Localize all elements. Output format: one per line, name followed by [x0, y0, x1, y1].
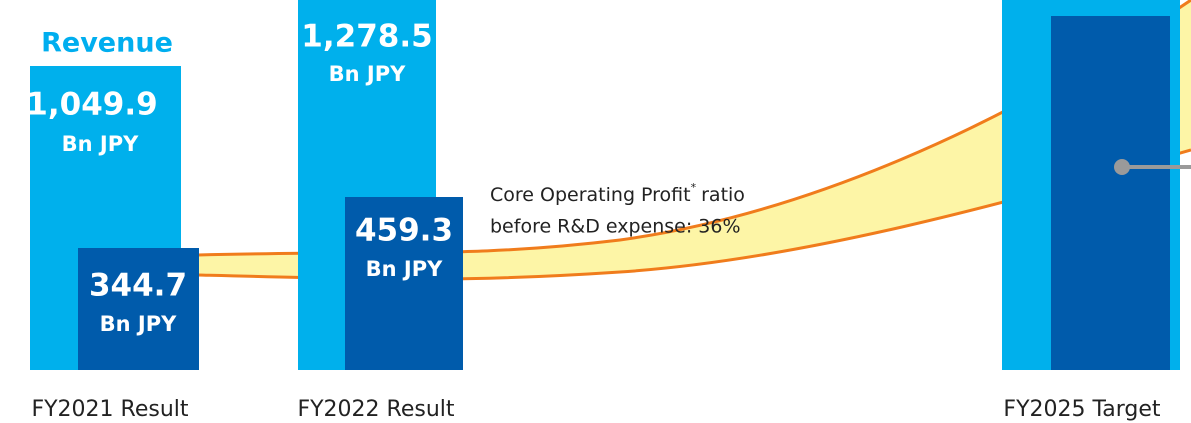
- revenue-unit: Bn JPY: [329, 62, 406, 86]
- leader-dot: [1114, 159, 1130, 175]
- profit-bar: [345, 197, 463, 370]
- column-label: FY2021 Result: [31, 397, 188, 422]
- annotation-text: Core Operating Profit: [490, 184, 691, 206]
- profit-unit: Bn JPY: [366, 257, 443, 281]
- profit-bar: [1051, 16, 1170, 370]
- revenue-value: 1,049.9: [26, 87, 157, 123]
- annotation-text: ratio: [701, 184, 745, 206]
- annotation-line2: before R&D expense: 36%: [490, 216, 741, 238]
- footnote-mark: *: [691, 181, 697, 194]
- column-label: FY2022 Result: [297, 397, 454, 422]
- profit-bar: [78, 248, 199, 370]
- revenue-unit: Bn JPY: [62, 132, 139, 156]
- profit-value: 344.7: [89, 268, 187, 304]
- column-label: FY2025 Target: [1003, 397, 1161, 422]
- annotation-line1: Core Operating Profit* ratio: [490, 181, 745, 206]
- profit-band: [198, 0, 1191, 280]
- profit-unit: Bn JPY: [100, 312, 177, 336]
- title: Revenue: [41, 28, 173, 59]
- revenue-value: 1,278.5: [301, 19, 432, 55]
- profit-value: 459.3: [355, 213, 453, 249]
